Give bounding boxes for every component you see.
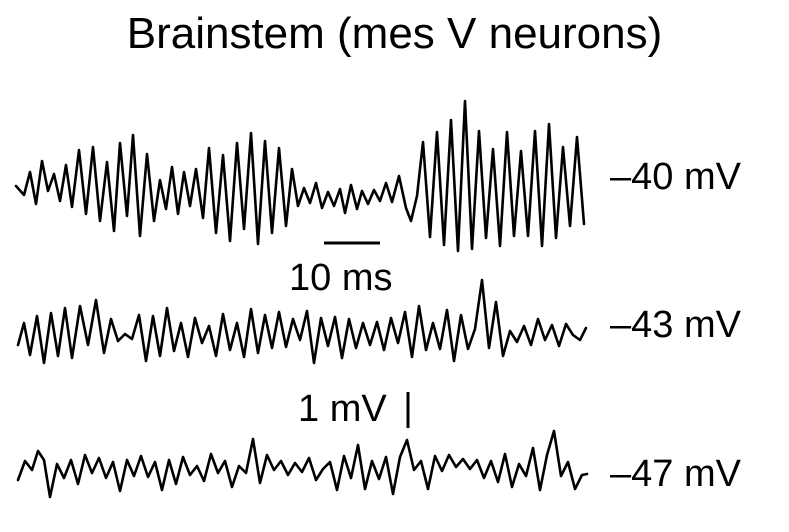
- voltage-trace-43mv: [16, 278, 588, 365]
- trace-label-43mv: –43 mV: [610, 304, 741, 346]
- voltage-trace-40mv: [14, 99, 586, 253]
- figure-title: Brainstem (mes V neurons): [126, 9, 663, 58]
- trace-label-40mv: –40 mV: [610, 156, 741, 198]
- voltage-trace-47mv: [16, 429, 589, 499]
- trace-label-47mv: –47 mV: [610, 453, 741, 495]
- time-scale-label: 10 ms: [289, 257, 393, 299]
- voltage-scale-label: 1 mV: [298, 388, 387, 430]
